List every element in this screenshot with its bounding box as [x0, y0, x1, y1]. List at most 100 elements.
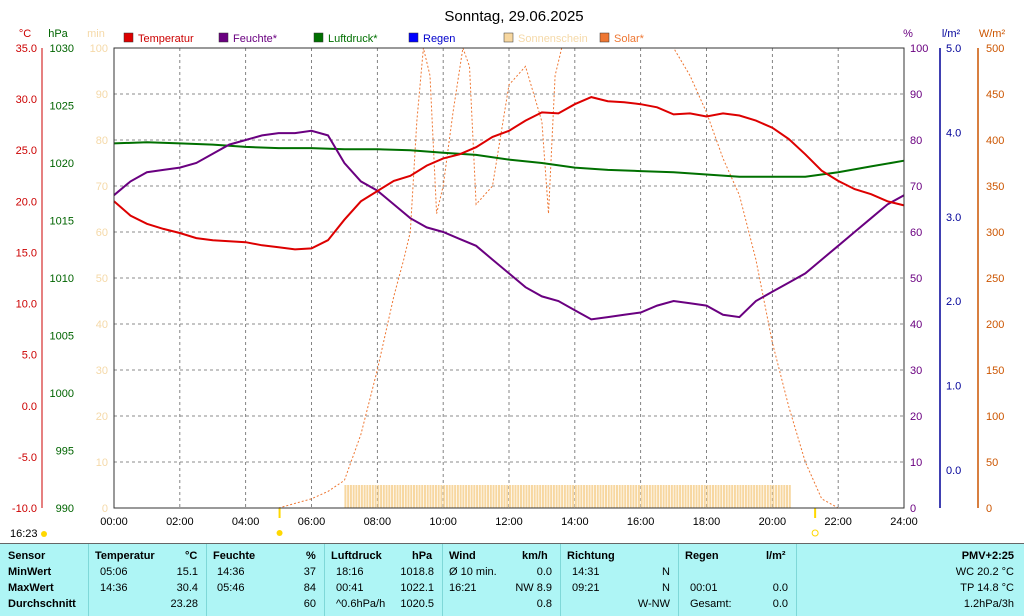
sunshine-bar — [599, 485, 602, 508]
sunshine-bar — [783, 485, 786, 508]
hdr-wind-unit: km/h — [522, 550, 548, 562]
sunshine-bar — [698, 485, 701, 508]
tick-time: 18:00 — [693, 516, 721, 528]
tick-humidity: 30 — [910, 365, 922, 377]
sunshine-bar — [569, 485, 572, 508]
hdr-temp-unit: °C — [185, 550, 198, 562]
sunshine-bar — [572, 485, 575, 508]
tick-sun: 60 — [96, 227, 108, 239]
tick-rain: 4.0 — [946, 127, 961, 139]
sunshine-bar — [714, 485, 717, 508]
tick-time: 20:00 — [759, 516, 787, 528]
sunshine-bar — [720, 485, 723, 508]
legend-label: Regen — [423, 33, 455, 45]
sunshine-bar — [550, 485, 553, 508]
hdr-pressure: Luftdruck — [331, 550, 382, 562]
tick-solar: 100 — [986, 411, 1004, 423]
sunshine-bar — [470, 485, 473, 508]
sunshine-bar — [607, 485, 610, 508]
legend-swatch — [599, 32, 610, 43]
sunshine-bar — [739, 485, 742, 508]
sunshine-bar — [668, 485, 671, 508]
stat-label: MaxWert — [8, 582, 54, 594]
sunshine-bar — [786, 485, 789, 508]
legend-swatch — [503, 32, 514, 43]
stat-wind-lbl: 16:21 — [449, 582, 477, 594]
sunshine-bar — [722, 485, 725, 508]
stat-temp-time: 05:06 — [100, 566, 128, 578]
tick-time: 10:00 — [429, 516, 457, 528]
sunshine-bar — [788, 485, 791, 508]
tick-time: 22:00 — [824, 516, 852, 528]
sunshine-bar — [402, 485, 405, 508]
sunshine-bar — [580, 485, 583, 508]
tick-sun: 50 — [96, 273, 108, 285]
sunshine-bar — [473, 485, 476, 508]
stats-table: Sensor Temperatur °C Feuchte % Luftdruck… — [0, 543, 1024, 616]
sunshine-bar — [489, 485, 492, 508]
sunshine-bar — [744, 485, 747, 508]
legend-label: Luftdruck* — [328, 33, 378, 45]
tick-rain: 3.0 — [946, 212, 961, 224]
sunshine-bar — [758, 485, 761, 508]
sunshine-bar — [766, 485, 769, 508]
tick-pressure: 1020 — [50, 158, 74, 170]
stat-hum-time: 14:36 — [217, 566, 245, 578]
sun-icon — [40, 531, 47, 538]
stat-pmv: 1.2hPa/3h — [963, 598, 1014, 610]
hdr-wind: Wind — [449, 550, 476, 562]
stat-wind-lbl: Ø 10 min. — [449, 566, 497, 578]
sunshine-bar — [434, 485, 437, 508]
sunshine-bar — [388, 485, 391, 508]
sunshine-bar — [577, 485, 580, 508]
legend-label: Temperatur — [138, 33, 194, 45]
tick-sun: 90 — [96, 89, 108, 101]
series-press — [113, 141, 905, 178]
sunshine-bar — [764, 485, 767, 508]
sunset-icon — [811, 529, 819, 537]
sunshine-bar — [539, 485, 542, 508]
tick-pressure: 1010 — [50, 273, 74, 285]
sunshine-bar — [437, 485, 440, 508]
stat-temp-val: 23.28 — [170, 598, 198, 610]
tick-time: 08:00 — [364, 516, 392, 528]
legend-label: Solar* — [614, 33, 645, 45]
sunshine-bar — [426, 485, 429, 508]
stat-rain-val: 0.0 — [772, 582, 788, 594]
legend: Temperatur Feuchte* Luftdruck* Regen Sonnens… — [123, 32, 645, 45]
sunshine-bar — [558, 485, 561, 508]
stat-wind-val: NW 8.9 — [515, 582, 552, 594]
weather-chart: Sonntag, 29.06.2025 35.0 30.0 25.0 20.0 15.0… — [12, 8, 1005, 537]
tick-pressure: 1015 — [50, 216, 74, 228]
stat-label: MinWert — [8, 566, 52, 578]
tick-temp: -10.0 — [12, 503, 37, 515]
sunshine-bar — [369, 485, 372, 508]
legend-swatch — [408, 32, 419, 43]
sunshine-bar — [503, 485, 506, 508]
legend-swatch — [123, 32, 134, 43]
tick-time: 04:00 — [232, 516, 260, 528]
hdr-rain: Regen — [685, 550, 719, 562]
tick-temp: 30.0 — [16, 94, 37, 106]
tick-time: 06:00 — [298, 516, 326, 528]
sunshine-bar — [753, 485, 756, 508]
sunshine-bar — [615, 485, 618, 508]
sunshine-bar — [594, 485, 597, 508]
sunshine-bar — [621, 485, 624, 508]
legend-item: Regen — [408, 32, 455, 45]
sunshine-bar — [635, 485, 638, 508]
sunshine-bar — [555, 485, 558, 508]
tick-solar: 500 — [986, 43, 1004, 55]
sunshine-bar — [709, 485, 712, 508]
sunshine-bar — [498, 485, 501, 508]
tick-sun: 100 — [90, 43, 108, 55]
stat-hum-val: 37 — [303, 566, 316, 578]
sunshine-bar — [541, 485, 544, 508]
sunshine-bar — [429, 485, 432, 508]
hdr-press-unit: hPa — [412, 550, 433, 562]
stat-dir-val: N — [662, 566, 670, 578]
stat-dir-val: W-NW — [637, 598, 670, 610]
sunshine-bar — [769, 485, 772, 508]
sunshine-bar — [775, 485, 778, 508]
stat-temp-val: 30.4 — [176, 582, 198, 594]
